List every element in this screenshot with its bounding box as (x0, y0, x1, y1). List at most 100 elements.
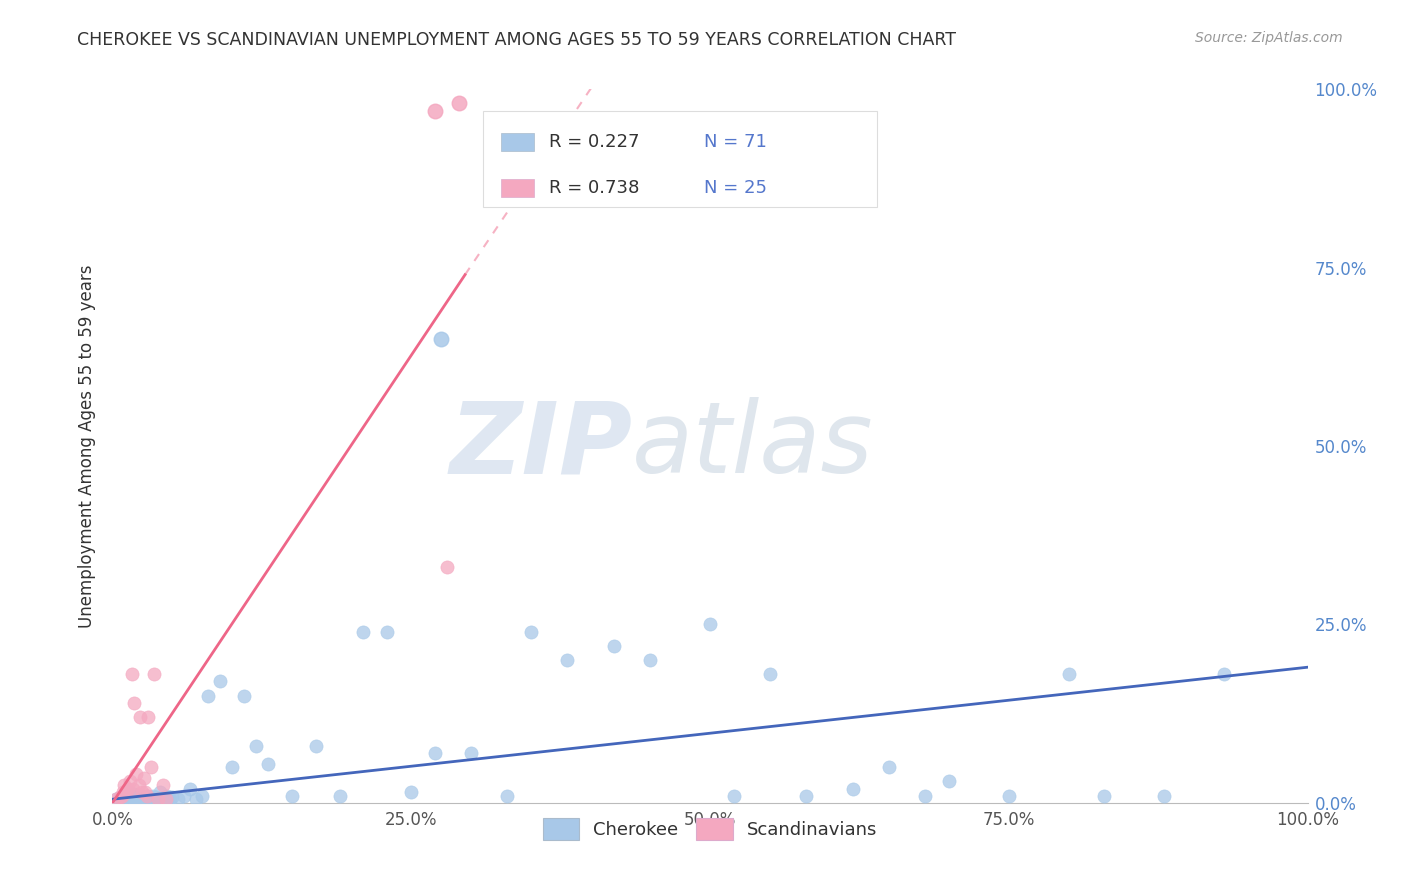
Text: Source: ZipAtlas.com: Source: ZipAtlas.com (1195, 31, 1343, 45)
Point (108, 790, 131, 805)
Point (111, 792, 134, 806)
Point (136, 789, 159, 803)
Point (377, 624, 399, 639)
Point (173, 789, 195, 803)
Point (281, 789, 304, 803)
Point (115, 792, 138, 806)
Point (136, 789, 159, 803)
Point (794, 789, 817, 803)
Point (125, 789, 148, 803)
FancyBboxPatch shape (501, 133, 534, 151)
Point (122, 792, 145, 806)
Point (138, 792, 160, 806)
Point (146, 792, 169, 806)
Point (121, 667, 143, 681)
Point (842, 781, 865, 796)
Point (143, 792, 166, 806)
Point (131, 789, 153, 803)
Point (149, 785, 172, 799)
Point (138, 710, 160, 724)
Point (114, 778, 135, 792)
Point (257, 756, 280, 771)
Point (131, 785, 153, 799)
Point (167, 792, 190, 806)
Point (111, 789, 134, 803)
Point (152, 778, 174, 792)
FancyBboxPatch shape (501, 179, 534, 197)
Point (245, 739, 267, 753)
Point (156, 789, 179, 803)
Point (555, 653, 578, 667)
Point (1213, 667, 1236, 681)
Point (401, 785, 423, 799)
Point (221, 760, 243, 774)
Point (139, 760, 162, 774)
Point (233, 689, 256, 703)
Point (129, 792, 152, 806)
Point (134, 790, 156, 805)
Point (105, 792, 128, 806)
Point (723, 789, 745, 803)
Point (520, 624, 543, 639)
Point (132, 771, 155, 785)
Text: atlas: atlas (633, 398, 875, 494)
Point (121, 781, 143, 796)
Point (938, 774, 960, 789)
Point (699, 617, 721, 632)
Point (117, 785, 139, 799)
Point (115, 783, 138, 797)
Point (1094, 789, 1116, 803)
Point (135, 792, 157, 806)
Point (759, 667, 782, 681)
Point (143, 667, 166, 681)
Point (120, 774, 142, 789)
Point (120, 792, 142, 806)
Point (447, 96, 470, 111)
Text: N = 25: N = 25 (704, 179, 768, 197)
Point (134, 785, 156, 799)
FancyBboxPatch shape (484, 111, 877, 207)
Point (209, 674, 232, 689)
Point (197, 689, 219, 703)
Point (129, 710, 152, 724)
Point (179, 781, 201, 796)
Point (128, 778, 150, 792)
Point (128, 790, 150, 805)
Point (112, 785, 135, 799)
Point (125, 792, 148, 806)
Point (191, 789, 214, 803)
Point (436, 560, 458, 574)
Y-axis label: Unemployment Among Ages 55 to 59 years: Unemployment Among Ages 55 to 59 years (77, 264, 96, 628)
Point (121, 790, 143, 805)
Point (155, 792, 177, 806)
Text: N = 71: N = 71 (704, 133, 766, 151)
Point (117, 781, 139, 796)
Text: ZIP: ZIP (450, 398, 633, 494)
Point (305, 739, 328, 753)
Point (105, 792, 128, 806)
Text: R = 0.738: R = 0.738 (548, 179, 640, 197)
Point (139, 790, 162, 805)
Point (138, 792, 160, 806)
Point (145, 790, 167, 805)
Point (132, 792, 155, 806)
Point (186, 792, 208, 806)
Point (146, 792, 169, 806)
Point (114, 789, 135, 803)
Point (425, 746, 447, 760)
Point (141, 792, 163, 806)
Legend: Cherokee, Scandinavians: Cherokee, Scandinavians (536, 811, 884, 847)
Point (329, 789, 352, 803)
Point (1153, 789, 1175, 803)
Point (153, 790, 176, 805)
Point (122, 787, 145, 801)
Point (879, 760, 901, 774)
Point (125, 767, 148, 781)
Point (352, 624, 374, 639)
Point (122, 696, 145, 710)
Point (430, 332, 453, 346)
Point (162, 790, 183, 805)
Point (998, 789, 1021, 803)
Point (460, 746, 482, 760)
Point (603, 639, 626, 653)
